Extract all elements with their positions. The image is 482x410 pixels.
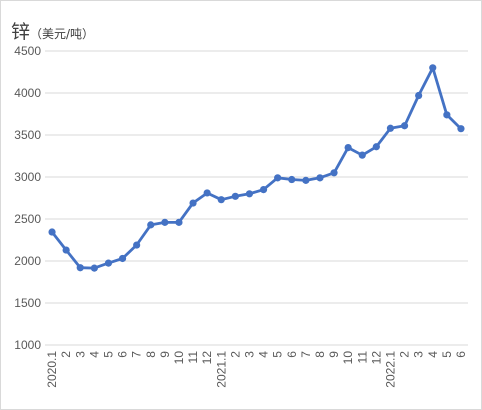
data-point: [118, 254, 127, 263]
y-tick-label: 1500: [14, 296, 41, 310]
data-point: [48, 228, 56, 236]
data-point: [217, 196, 225, 204]
x-tick-label: 9: [158, 351, 172, 358]
data-point: [76, 264, 84, 272]
x-tick-label: 8: [313, 351, 327, 358]
chart-title-main: 锌: [11, 21, 31, 43]
y-axis-ticks: 1000 1500 2000 2500 3000 3500 4000 4500: [14, 44, 41, 352]
y-tick-label: 1000: [14, 338, 41, 352]
data-point: [358, 151, 366, 159]
data-point: [302, 176, 310, 184]
x-tick-label: 2: [398, 351, 412, 358]
x-tick-label: 3: [412, 351, 426, 358]
y-tick-label: 4000: [14, 86, 41, 100]
data-point: [147, 221, 155, 229]
x-tick-label: 9: [327, 351, 341, 358]
data-point: [245, 190, 254, 198]
x-tick-label: 10: [341, 351, 355, 365]
x-tick-label: 2: [228, 351, 242, 358]
data-point: [161, 218, 169, 226]
data-point: [344, 144, 352, 152]
x-tick-label: 2: [59, 351, 73, 358]
y-tick-label: 4500: [14, 44, 41, 58]
data-point: [415, 91, 423, 100]
chart-unit-label: （美元/吨）: [30, 27, 95, 41]
data-point: [203, 189, 211, 197]
x-tick-label: 5: [101, 351, 115, 358]
x-tick-label: 12: [200, 351, 214, 365]
x-tick-label: 5: [440, 351, 454, 358]
x-tick-label: 11: [186, 351, 200, 364]
data-point: [400, 122, 409, 130]
y-tick-label: 3000: [14, 170, 41, 184]
data-point: [443, 111, 451, 119]
data-point: [231, 192, 239, 200]
x-axis-ticks: 2020.1 2 3 4 5 6 7 8 9 10 11 12 2021.1 2 3 4 5 6 7 8 9 10 11 12…: [45, 351, 468, 388]
data-point: [330, 169, 338, 177]
data-point: [90, 264, 98, 272]
data-point: [189, 199, 197, 207]
y-tick-label: 3500: [14, 128, 41, 142]
data-point: [288, 175, 296, 184]
x-tick-label: 2022.1: [383, 351, 397, 388]
x-tick-label: 11: [355, 351, 369, 364]
x-tick-label: 7: [130, 351, 144, 358]
data-point: [372, 143, 380, 151]
x-tick-label: 3: [242, 351, 256, 358]
gridlines: [45, 50, 468, 346]
data-point: [274, 174, 282, 182]
x-tick-label: 12: [369, 351, 383, 365]
chart-title: 锌（美元/吨）: [11, 17, 94, 44]
data-point: [259, 186, 268, 194]
x-tick-label: 7: [299, 351, 313, 358]
x-tick-label: 5: [271, 351, 285, 358]
series-line: [50, 66, 463, 270]
x-tick-label: 2021.1: [214, 351, 228, 388]
x-tick-label: 4: [257, 351, 271, 358]
x-tick-label: 4: [426, 351, 440, 358]
y-tick-label: 2000: [14, 254, 41, 268]
data-point: [429, 64, 437, 72]
data-point: [104, 259, 113, 267]
x-tick-label: 10: [172, 351, 186, 365]
x-tick-label: 4: [87, 351, 101, 358]
x-tick-label: 6: [116, 351, 130, 358]
data-point: [316, 174, 324, 182]
y-tick-label: 2500: [14, 212, 41, 226]
data-point: [133, 241, 141, 249]
data-point: [175, 218, 183, 226]
data-point: [457, 125, 465, 133]
x-tick-label: 6: [285, 351, 299, 358]
data-point: [62, 246, 70, 254]
data-point: [386, 124, 395, 132]
x-tick-label: 2020.1: [45, 351, 59, 388]
x-tick-label: 6: [454, 351, 468, 358]
series-zinc-price: [48, 64, 465, 272]
x-tick-label: 8: [144, 351, 158, 358]
x-tick-label: 3: [73, 351, 87, 358]
